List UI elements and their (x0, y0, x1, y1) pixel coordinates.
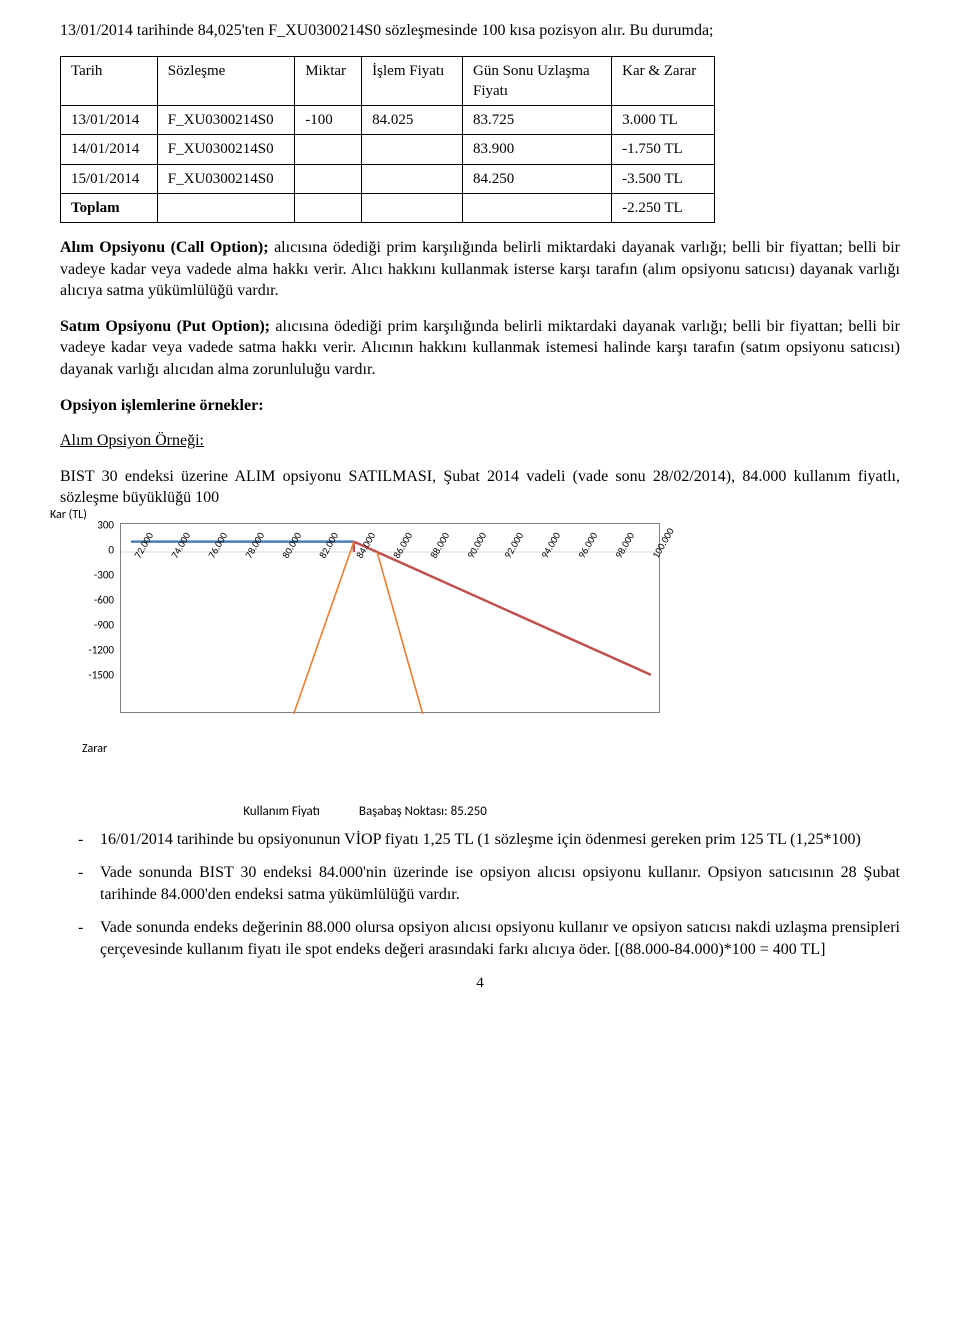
th-sozlesme: Sözleşme (157, 56, 294, 106)
list-item: 16/01/2014 tarihinde bu opsiyonunun VİOP… (100, 829, 900, 851)
table-row: 14/01/2014 F_XU0300214S0 83.900 -1.750 T… (61, 135, 715, 164)
th-karzarar: Kar & Zarar (612, 56, 715, 106)
ops-examples-header: Opsiyon işlemlerine örnekler: (60, 395, 900, 417)
th-tarih: Tarih (61, 56, 158, 106)
table-row: 13/01/2014 F_XU0300214S0 -100 84.025 83.… (61, 106, 715, 135)
plot-area: 72.000 74.000 76.000 78.000 80.000 82.00… (120, 523, 660, 713)
list-item: Vade sonunda endeks değerinin 88.000 olu… (100, 917, 900, 960)
th-islem: İşlem Fiyatı (362, 56, 463, 106)
table-row: 15/01/2014 F_XU0300214S0 84.250 -3.500 T… (61, 164, 715, 193)
bist-paragraph: BIST 30 endeksi üzerine ALIM opsiyonu SA… (60, 466, 900, 509)
option-payoff-chart: Kar (TL) 300 0 -300 -600 -900 -1200 -150… (60, 523, 670, 821)
list-item: Vade sonunda BIST 30 endeksi 84.000'nin … (100, 862, 900, 905)
th-uzlasma: Gün Sonu UzlaşmaFiyatı (463, 56, 612, 106)
call-option-paragraph: Alım Opsiyonu (Call Option); alıcısına ö… (60, 237, 900, 302)
alim-option-header: Alım Opsiyon Örneği: (60, 430, 900, 452)
zarar-label: Zarar (82, 741, 107, 757)
notes-list: 16/01/2014 tarihinde bu opsiyonunun VİOP… (60, 829, 900, 961)
page-number: 4 (60, 973, 900, 993)
futures-table: Tarih Sözleşme Miktar İşlem Fiyatı Gün S… (60, 56, 715, 224)
th-miktar: Miktar (295, 56, 362, 106)
intro-paragraph: 13/01/2014 tarihinde 84,025'ten F_XU0300… (60, 20, 900, 42)
table-total-row: Toplam -2.250 TL (61, 193, 715, 222)
chart-legend: Kullanım Fiyatı Başabaş Noktası: 85.250 (60, 803, 670, 821)
put-option-paragraph: Satım Opsiyonu (Put Option); alıcısına ö… (60, 316, 900, 381)
